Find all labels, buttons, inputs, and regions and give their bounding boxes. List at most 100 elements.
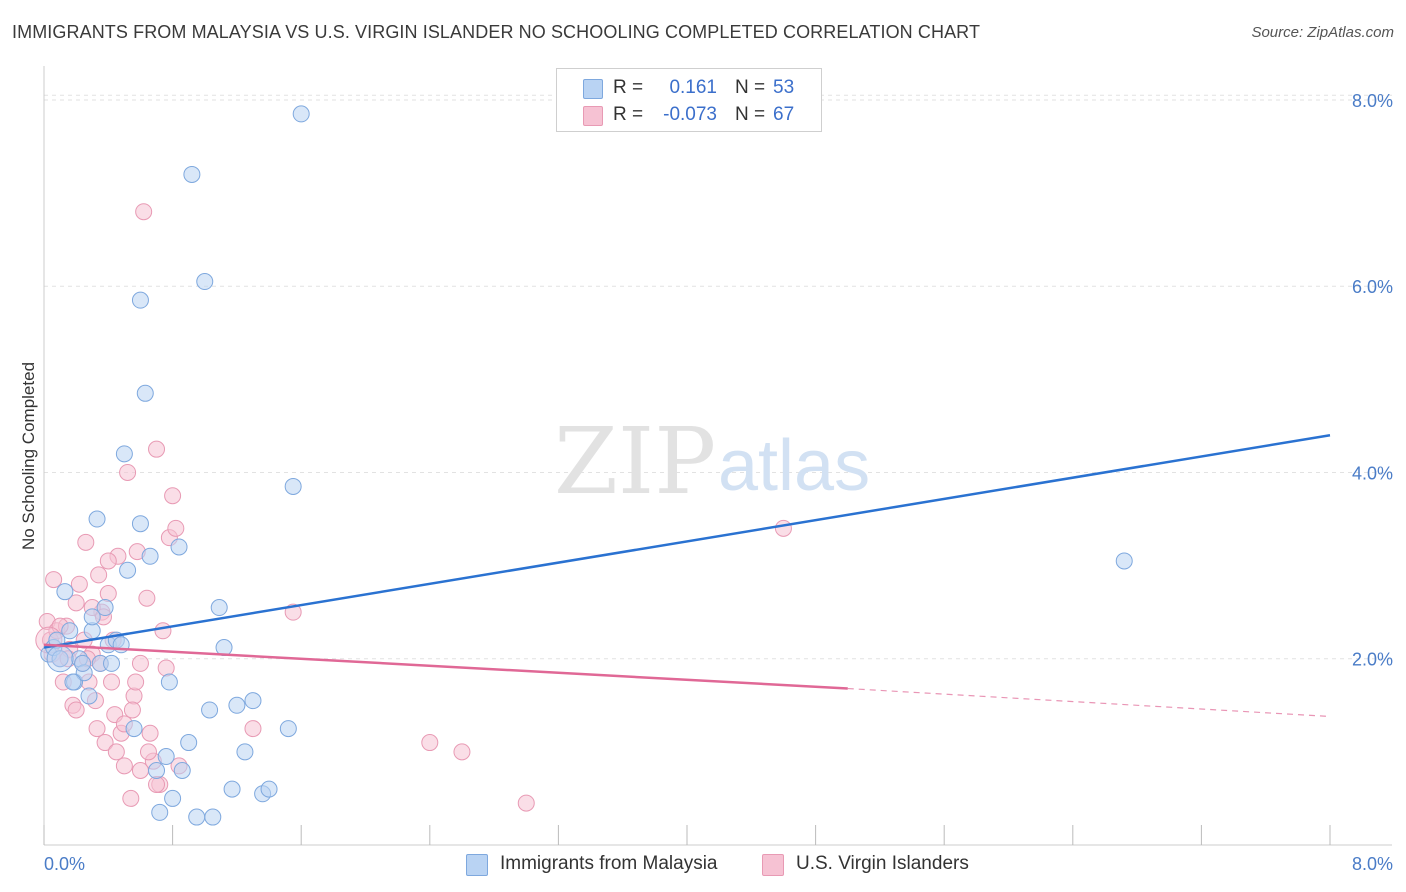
y-tick-label: 4.0% xyxy=(1352,463,1393,483)
watermark-zip: ZIP xyxy=(554,408,716,515)
data-point-malaysia xyxy=(201,701,219,719)
data-point-virgin-islanders xyxy=(67,594,85,612)
data-point-malaysia xyxy=(96,599,114,617)
data-point-malaysia xyxy=(180,734,198,752)
data-point-malaysia xyxy=(141,547,159,565)
data-point-virgin-islanders xyxy=(244,720,262,738)
data-point-malaysia xyxy=(160,673,178,691)
data-point-malaysia xyxy=(119,561,137,579)
legend-n-value: 53 xyxy=(773,77,795,98)
data-point-malaysia xyxy=(148,761,166,779)
legend-swatch-pink xyxy=(583,106,603,126)
data-point-virgin-islanders xyxy=(125,687,143,705)
data-point-malaysia xyxy=(183,165,201,183)
data-point-malaysia xyxy=(80,687,98,705)
data-point-virgin-islanders xyxy=(88,720,106,738)
data-point-malaysia xyxy=(51,650,69,668)
data-point-malaysia xyxy=(61,622,79,640)
bottom-legend-label: Immigrants from Malaysia xyxy=(500,853,718,874)
data-point-malaysia xyxy=(83,608,101,626)
axes xyxy=(43,66,1392,846)
data-point-virgin-islanders xyxy=(123,701,141,719)
bottom-legend-label: U.S. Virgin Islanders xyxy=(796,853,969,874)
data-point-virgin-islanders xyxy=(77,533,95,551)
data-point-malaysia xyxy=(188,808,206,826)
data-point-virgin-islanders xyxy=(139,743,157,761)
chart-title: IMMIGRANTS FROM MALAYSIA VS U.S. VIRGIN … xyxy=(12,22,981,42)
data-point-malaysia xyxy=(1115,552,1133,570)
data-point-virgin-islanders xyxy=(138,589,156,607)
data-point-virgin-islanders xyxy=(99,585,117,603)
data-point-malaysia xyxy=(131,291,149,309)
data-point-virgin-islanders xyxy=(115,757,133,775)
data-point-malaysia xyxy=(173,761,191,779)
data-point-malaysia xyxy=(223,780,241,798)
series-immigrants-from-malaysia xyxy=(40,105,1133,826)
data-point-virgin-islanders xyxy=(167,519,185,537)
data-point-virgin-islanders xyxy=(157,659,175,677)
x-tick-label: 8.0% xyxy=(1352,854,1393,874)
trend-line-virgin-islanders-extension xyxy=(847,687,1331,718)
data-point-virgin-islanders xyxy=(135,203,153,221)
data-point-virgin-islanders xyxy=(131,654,149,672)
data-point-virgin-islanders xyxy=(154,622,172,640)
data-point-virgin-islanders xyxy=(96,734,114,752)
data-point-malaysia xyxy=(279,720,297,738)
data-point-malaysia xyxy=(204,808,222,826)
data-point-malaysia xyxy=(103,654,121,672)
data-point-malaysia xyxy=(228,696,246,714)
legend-r-value: -0.073 xyxy=(663,104,717,125)
data-point-malaysia xyxy=(136,384,154,402)
data-point-malaysia xyxy=(196,273,214,291)
y-tick-label: 2.0% xyxy=(1352,650,1393,670)
grid-lines xyxy=(44,94,1392,660)
data-point-virgin-islanders xyxy=(453,743,471,761)
data-point-virgin-islanders xyxy=(774,519,792,537)
legend-swatch-blue xyxy=(583,79,603,99)
data-point-malaysia xyxy=(260,780,278,798)
data-point-malaysia xyxy=(236,743,254,761)
data-point-malaysia xyxy=(284,477,302,495)
x-tick-label: 0.0% xyxy=(44,854,85,874)
legend-r-value: 0.161 xyxy=(669,77,717,98)
data-point-malaysia xyxy=(74,654,92,672)
data-point-malaysia xyxy=(131,515,149,533)
data-point-virgin-islanders xyxy=(141,724,159,742)
data-point-malaysia xyxy=(56,583,74,601)
legend-r-label: R = xyxy=(613,104,644,125)
trend-line-virgin-islanders xyxy=(43,643,848,690)
trend-lines xyxy=(43,433,1331,718)
data-point-malaysia xyxy=(244,692,262,710)
data-point-malaysia xyxy=(151,803,169,821)
data-point-malaysia xyxy=(64,673,82,691)
data-point-virgin-islanders xyxy=(107,743,125,761)
y-tick-label: 8.0% xyxy=(1352,91,1393,111)
y-axis-label: No Schooling Completed xyxy=(19,362,38,550)
legend-row-virgin-islanders: R = -0.073 N = 67 xyxy=(557,102,821,128)
data-point-virgin-islanders xyxy=(67,701,85,719)
data-point-malaysia xyxy=(292,105,310,123)
data-point-virgin-islanders xyxy=(127,673,145,691)
data-point-virgin-islanders xyxy=(90,566,108,584)
data-point-virgin-islanders xyxy=(421,734,439,752)
data-point-virgin-islanders xyxy=(164,487,182,505)
data-point-virgin-islanders xyxy=(122,789,140,807)
bottom-legend-swatch-blue xyxy=(466,854,488,876)
data-point-malaysia xyxy=(46,645,74,673)
legend-row-malaysia: R = 0.161 N = 53 xyxy=(557,75,821,101)
data-point-malaysia xyxy=(210,599,228,617)
correlation-legend: R = 0.161 N = 53 R = -0.073 N = 67 xyxy=(556,68,822,132)
data-point-malaysia xyxy=(164,789,182,807)
legend-n-label: N = xyxy=(735,104,766,125)
data-point-malaysia xyxy=(88,510,106,528)
data-point-malaysia xyxy=(157,748,175,766)
data-point-virgin-islanders xyxy=(103,673,121,691)
data-point-virgin-islanders xyxy=(119,463,137,481)
data-point-malaysia xyxy=(170,538,188,556)
legend-n-label: N = xyxy=(735,77,766,98)
trend-line-malaysia xyxy=(43,433,1331,649)
watermark-atlas: atlas xyxy=(718,426,870,506)
data-point-virgin-islanders xyxy=(99,552,117,570)
data-point-virgin-islanders xyxy=(148,440,166,458)
